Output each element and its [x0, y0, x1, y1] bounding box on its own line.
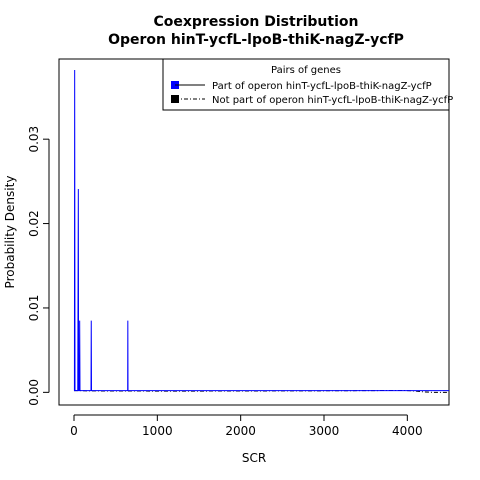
legend-label-not-part-of-operon: Not part of operon hinT-ycfL-lpoB-thiK-n…	[212, 95, 453, 106]
x-tick-label: 3000	[309, 424, 340, 438]
x-tick-label: 4000	[392, 424, 423, 438]
legend: Pairs of genes Part of operon hinT-ycfL-…	[162, 58, 453, 111]
plot-frame	[58, 58, 450, 406]
chart-subtitle: Operon hinT-ycfL-lpoB-thiK-nagZ-ycfP	[108, 32, 404, 48]
legend-box	[162, 58, 450, 111]
x-tick-label: 2000	[225, 424, 256, 438]
y-axis-label: Probability Density	[3, 176, 17, 289]
x-tick-label: 1000	[142, 424, 173, 438]
y-tick-label: 0.01	[27, 295, 41, 322]
y-tick-label: 0.03	[27, 126, 41, 153]
legend-label-part-of-operon: Part of operon hinT-ycfL-lpoB-thiK-nagZ-…	[212, 81, 432, 92]
chart-title: Coexpression Distribution	[154, 14, 359, 30]
y-axis: 0.00 0.01 0.02 0.03	[27, 126, 50, 406]
series-layer	[73, 69, 449, 393]
y-tick-label: 0.02	[27, 210, 41, 237]
y-tick-label: 0.00	[27, 379, 41, 406]
x-axis: 0 1000 2000 3000 4000	[70, 414, 423, 438]
series-line-part-of-operon	[73, 69, 449, 392]
legend-title: Pairs of genes	[271, 65, 341, 76]
x-tick-label: 0	[70, 424, 78, 438]
x-axis-label: SCR	[242, 451, 266, 465]
